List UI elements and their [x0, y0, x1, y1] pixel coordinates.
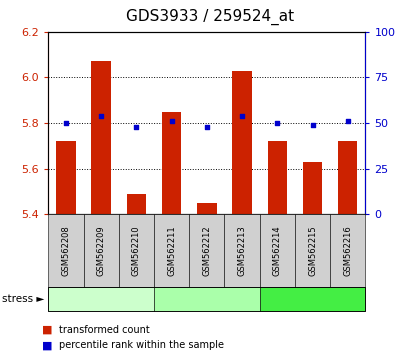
Text: ■: ■: [42, 325, 52, 335]
Text: percentile rank within the sample: percentile rank within the sample: [59, 340, 224, 350]
Text: stress ►: stress ►: [2, 294, 45, 304]
Text: high light: high light: [286, 294, 339, 304]
Text: GSM562211: GSM562211: [167, 225, 176, 276]
Bar: [197, 203, 217, 214]
Text: GSM562215: GSM562215: [308, 225, 317, 276]
Point: [309, 122, 316, 128]
Point: [168, 118, 175, 124]
Text: transformed count: transformed count: [59, 325, 150, 335]
Text: dark: dark: [194, 294, 219, 304]
Point: [274, 120, 281, 126]
Point: [203, 124, 210, 130]
Bar: [127, 194, 146, 214]
Text: GSM562214: GSM562214: [273, 225, 282, 276]
Point: [63, 120, 69, 126]
Text: GSM562216: GSM562216: [343, 225, 352, 276]
Text: GSM562212: GSM562212: [202, 225, 211, 276]
Point: [344, 118, 351, 124]
Bar: [92, 62, 111, 214]
Text: GSM562208: GSM562208: [61, 225, 71, 276]
Bar: [268, 141, 287, 214]
Text: GSM562210: GSM562210: [132, 225, 141, 276]
Point: [98, 113, 105, 119]
Bar: [162, 112, 181, 214]
Text: GDS3933 / 259524_at: GDS3933 / 259524_at: [126, 9, 294, 25]
Text: control: control: [82, 294, 121, 304]
Bar: [303, 162, 322, 214]
Bar: [338, 141, 357, 214]
Bar: [56, 141, 76, 214]
Text: GSM562213: GSM562213: [238, 225, 247, 276]
Point: [133, 124, 140, 130]
Text: GSM562209: GSM562209: [97, 225, 106, 276]
Text: ■: ■: [42, 340, 52, 350]
Point: [239, 113, 245, 119]
Bar: [232, 70, 252, 214]
